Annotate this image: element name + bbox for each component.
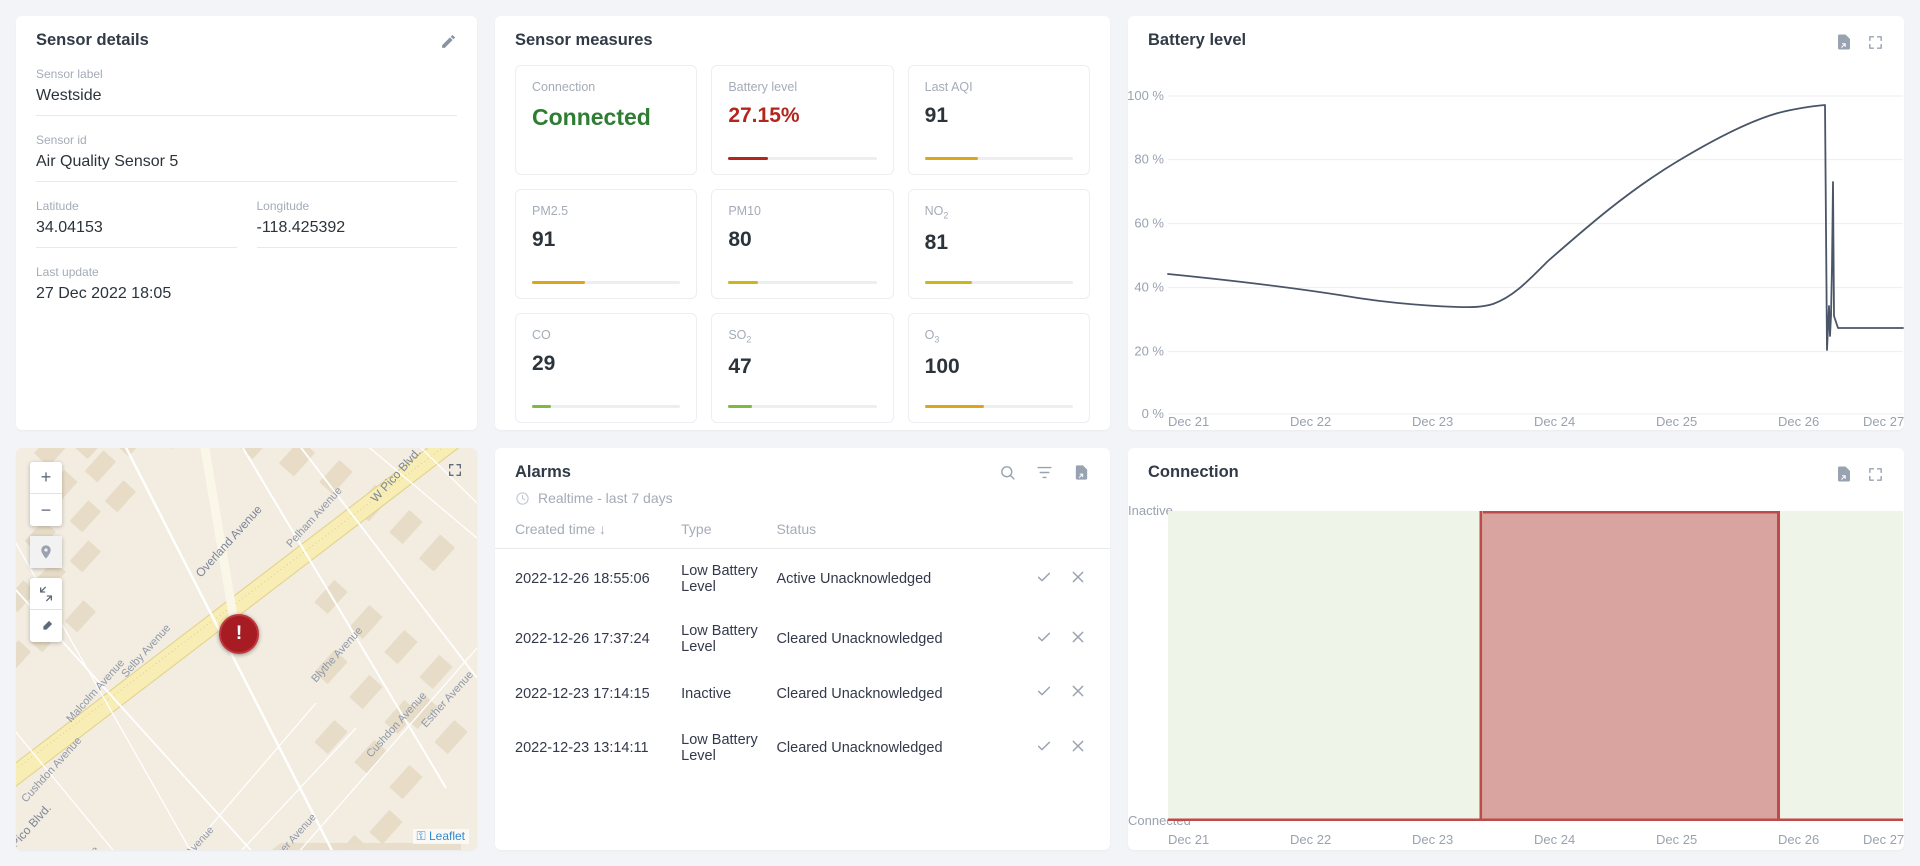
svg-text:60 %: 60 % [1134,216,1164,231]
svg-text:Dec 26: Dec 26 [1778,414,1819,429]
svg-text:80 %: 80 % [1134,152,1164,167]
svg-text:20 %: 20 % [1134,344,1164,359]
svg-text:Dec 21: Dec 21 [1168,832,1209,847]
svg-text:Dec 25: Dec 25 [1656,414,1697,429]
svg-text:40 %: 40 % [1134,280,1164,295]
svg-text:Dec 21: Dec 21 [1168,414,1209,429]
svg-text:Dec 27: Dec 27 [1863,832,1904,847]
svg-text:Dec 24: Dec 24 [1534,414,1575,429]
svg-text:Dec 27: Dec 27 [1863,414,1904,429]
svg-text:Dec 26: Dec 26 [1778,832,1819,847]
svg-text:Dec 25: Dec 25 [1656,832,1697,847]
svg-text:Dec 23: Dec 23 [1412,414,1453,429]
svg-text:Dec 22: Dec 22 [1290,414,1331,429]
svg-text:Dec 22: Dec 22 [1290,832,1331,847]
svg-text:0 %: 0 % [1142,406,1165,421]
svg-text:100 %: 100 % [1128,88,1164,103]
svg-text:Dec 24: Dec 24 [1534,832,1575,847]
svg-text:Dec 23: Dec 23 [1412,832,1453,847]
svg-text:Inactive: Inactive [1128,503,1173,518]
